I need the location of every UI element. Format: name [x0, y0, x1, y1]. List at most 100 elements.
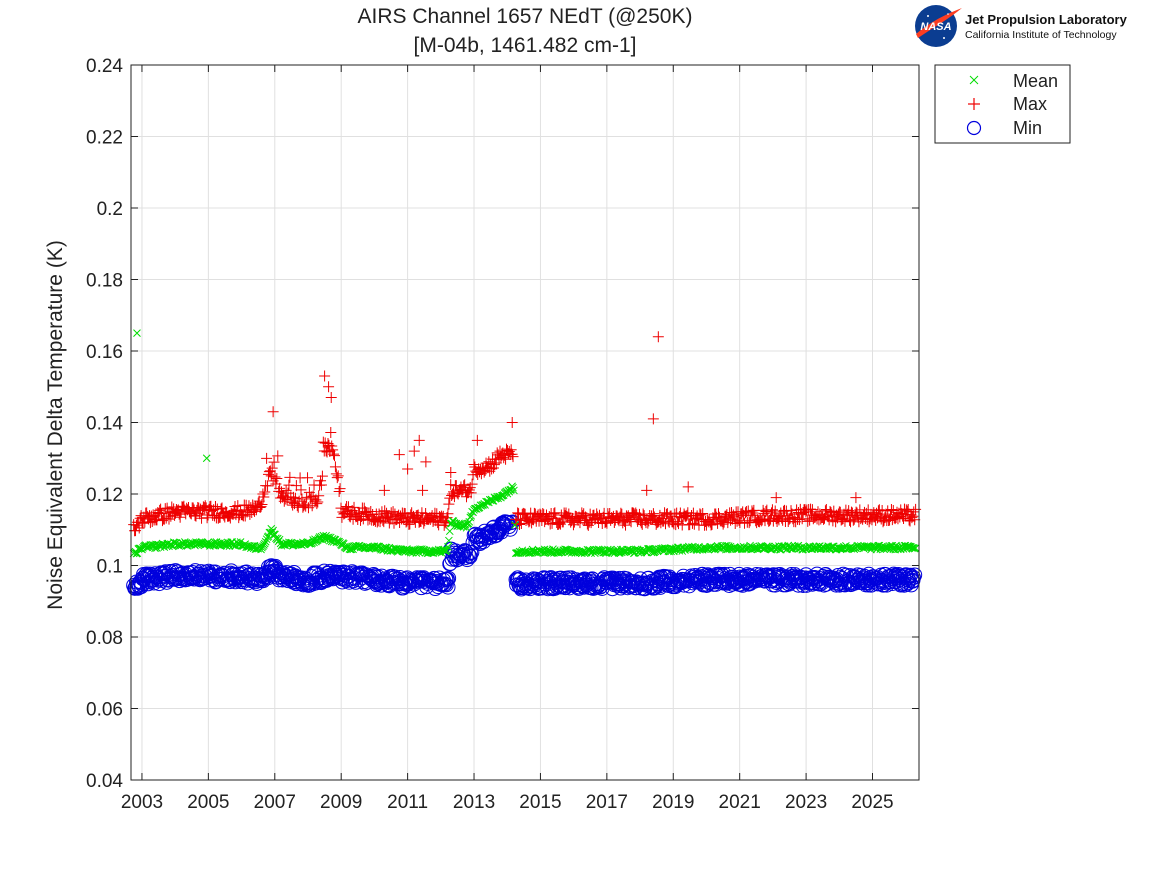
data-point-max — [908, 506, 920, 518]
data-point-max — [620, 519, 632, 531]
jpl-name: Jet Propulsion Laboratory — [965, 12, 1128, 27]
data-point-mean — [444, 542, 452, 551]
data-point-max — [258, 491, 270, 503]
data-point-min — [464, 544, 480, 560]
y-tick-labels: 0.04 0.06 0.08 0.1 0.12 0.14 0.16 0.18 0.2 0.22 0.… — [86, 56, 123, 792]
chart-subtitle: [M-04b, 1461.482 cm-1] — [414, 34, 637, 57]
legend-marker-min — [966, 120, 982, 136]
outlier-point-max — [325, 391, 337, 403]
data-point-max — [212, 512, 224, 524]
data-point-min — [440, 579, 456, 595]
data-point-mean — [261, 537, 270, 546]
chart-title: AIRS Channel 1657 NEdT (@250K) — [358, 5, 693, 28]
y-axis-label: Noise Equivalent Delta Temperature (K) — [44, 240, 67, 610]
data-point-max — [317, 436, 329, 448]
data-point-max — [174, 511, 186, 523]
legend: Mean Max Min — [934, 64, 1071, 144]
data-point-max — [465, 487, 477, 499]
y-tick-label: 0.08 — [86, 628, 123, 649]
data-point-max — [498, 452, 510, 464]
data-point-max — [909, 514, 921, 526]
data-point-max — [806, 504, 818, 516]
data-point-max — [515, 517, 527, 529]
data-point-max — [796, 513, 808, 525]
data-point-max — [259, 486, 271, 498]
data-point-min — [459, 552, 475, 568]
data-point-max — [706, 518, 718, 530]
data-point-mean — [911, 544, 920, 552]
data-point-max — [189, 509, 201, 521]
data-point-max — [360, 507, 372, 519]
data-point-max — [302, 472, 314, 484]
jpl-logo: NASA Jet Propulsion Laboratory Californi… — [915, 5, 1128, 47]
data-point-max — [269, 471, 281, 483]
data-point-max — [445, 479, 457, 491]
data-point-max — [340, 503, 352, 515]
data-point-max — [331, 472, 343, 484]
data-point-max — [327, 444, 339, 456]
data-point-max — [249, 505, 261, 517]
data-point-max — [272, 450, 284, 462]
data-point-mean — [511, 521, 519, 529]
x-tick-label: 2003 — [121, 792, 163, 813]
data-point-min — [498, 517, 514, 533]
data-point-max — [459, 479, 471, 491]
y-tick-label: 0.12 — [86, 485, 123, 506]
outlier-point-max — [319, 370, 331, 382]
data-point-max — [372, 515, 384, 527]
data-point-max — [328, 448, 340, 460]
data-point-max — [739, 517, 751, 529]
data-point-max — [271, 472, 283, 484]
data-point-max — [313, 490, 325, 502]
data-point-max — [695, 509, 707, 521]
data-point-max — [548, 508, 560, 520]
data-point-mean — [273, 534, 282, 543]
outlier-point-max — [267, 406, 279, 418]
data-point-max — [451, 487, 463, 499]
data-point-max — [304, 493, 316, 505]
data-point-max — [655, 517, 667, 529]
data-point-min — [457, 543, 473, 559]
y-tick-label: 0.24 — [86, 56, 123, 77]
x-tick-labels: 2003 2005 2007 2009 2011 2013 2015 2017 2019 2021… — [121, 792, 894, 813]
data-point-max — [325, 427, 337, 439]
outlier-point-max — [471, 434, 483, 446]
data-point-max — [316, 470, 328, 482]
data-point-max — [278, 495, 290, 507]
data-point-max — [273, 485, 285, 497]
data-point-max — [749, 509, 761, 521]
data-point-max — [756, 514, 768, 526]
outlier-point-max — [323, 381, 335, 393]
data-point-max — [599, 517, 611, 529]
y-tick-label: 0.22 — [86, 128, 123, 149]
data-point-max — [617, 517, 629, 529]
data-point-mean — [881, 543, 889, 552]
data-point-min — [405, 574, 421, 590]
outlier-point-max — [413, 434, 425, 446]
data-point-max — [746, 505, 758, 517]
data-point-max — [280, 484, 292, 496]
data-point-max — [160, 512, 172, 524]
data-point-max — [379, 505, 391, 517]
data-point-max — [329, 461, 341, 473]
data-point-max — [697, 507, 709, 519]
y-tick-label: 0.18 — [86, 271, 123, 292]
data-point-mean — [451, 521, 460, 530]
data-point-mean — [260, 539, 269, 548]
data-point-max — [297, 501, 309, 513]
x-tick-label: 2019 — [652, 792, 694, 813]
data-point-max — [151, 514, 163, 526]
data-point-max — [827, 515, 839, 527]
data-point-min — [899, 571, 915, 587]
data-point-max — [500, 453, 512, 465]
data-point-max — [688, 518, 700, 530]
data-point-max — [733, 514, 745, 526]
data-point-max — [800, 506, 812, 518]
data-point-max — [166, 501, 178, 513]
data-point-max — [897, 510, 909, 522]
data-point-max — [787, 513, 799, 525]
data-point-max — [873, 504, 885, 516]
data-point-max — [264, 465, 276, 477]
outlier-point-max — [770, 492, 782, 504]
outlier-point-max — [850, 492, 862, 504]
